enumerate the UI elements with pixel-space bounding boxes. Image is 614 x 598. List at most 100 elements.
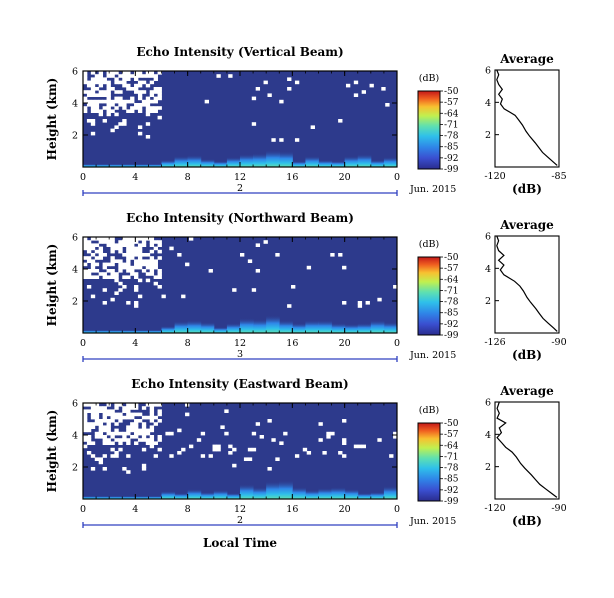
heatmap-gap-cell — [98, 431, 104, 436]
heatmap-gap-cell — [275, 253, 280, 257]
date-label: Jun. 2015 — [409, 184, 456, 195]
average-title: Average — [499, 52, 554, 66]
heatmap-gap-cell — [149, 256, 155, 260]
heatmap-gap-cell — [137, 262, 143, 267]
heatmap-gap-cell — [122, 240, 127, 244]
heatmap-gap-cell — [114, 451, 119, 455]
colorbar-tick-label: -92 — [444, 486, 459, 496]
heatmap-gap-cell — [122, 275, 127, 279]
heatmap-gap-cell — [149, 106, 155, 110]
heatmap-gap-cell — [98, 460, 104, 465]
heatmap-gap-cell — [247, 457, 253, 461]
heatmap-gap-cell — [157, 412, 162, 417]
heatmap-gap-cell — [98, 90, 104, 94]
heatmap-gap-cell — [126, 265, 131, 270]
heatmap-gap-cell — [149, 269, 155, 273]
date-label: Jun. 2015 — [409, 516, 456, 527]
heatmap-gap-cell — [90, 87, 96, 91]
heatmap-gap-cell — [118, 259, 123, 263]
heatmap-gap-cell — [118, 281, 123, 286]
heatmap-gap-cell — [137, 428, 143, 433]
heatmap-band-cell — [383, 322, 398, 333]
average-y-tick-label: 6 — [485, 66, 491, 77]
heatmap-gap-cell — [122, 71, 127, 75]
heatmap-gap-cell — [130, 109, 135, 113]
heatmap-gap-cell — [83, 240, 88, 244]
heatmap-gap-cell — [153, 96, 158, 101]
average-x-tick-label: -120 — [484, 503, 505, 514]
heatmap-gap-cell — [90, 406, 96, 410]
heatmap-gap-cell — [294, 454, 300, 458]
heatmap-gap-cell — [110, 237, 115, 241]
heatmap-gap-cell — [98, 237, 104, 241]
x-tick-label: 0 — [394, 338, 400, 349]
average-y-tick-label: 2 — [485, 296, 491, 307]
heatmap-gap-cell — [318, 422, 323, 426]
heatmap-gap-cell — [177, 253, 182, 257]
heatmap-gap-cell — [134, 71, 139, 75]
colorbar — [417, 256, 441, 336]
heatmap-gap-cell — [145, 83, 151, 88]
heatmap-gap-cell — [255, 269, 261, 273]
heatmap-gap-cell — [149, 262, 155, 267]
x-tick-label: 12 — [234, 172, 246, 183]
heatmap-gap-cell — [98, 272, 104, 276]
heatmap-gap-cell — [122, 438, 127, 442]
heatmap-gap-cell — [377, 297, 382, 302]
heatmap-gap-cell — [157, 269, 162, 273]
heatmap-gap-cell — [86, 243, 92, 247]
heatmap-band-cell — [383, 157, 398, 167]
heatmap-gap-cell — [114, 422, 119, 426]
heatmap-gap-cell — [102, 412, 107, 417]
heatmap-gap-cell — [153, 262, 158, 267]
heatmap-gap-cell — [271, 138, 276, 142]
heatmap-band-cell — [187, 155, 202, 167]
heatmap-gap-cell — [185, 262, 190, 267]
heatmap-gap-cell — [83, 90, 88, 94]
heatmap-gap-cell — [149, 415, 155, 420]
heatmap-gap-cell — [271, 438, 276, 442]
colorbar-tick-label: -85 — [444, 475, 459, 485]
heatmap-gap-cell — [134, 441, 139, 445]
heatmap-band-cell — [253, 153, 267, 167]
heatmap-gap-cell — [98, 77, 104, 81]
x-tick-label: 12 — [234, 338, 246, 349]
heatmap-gap-cell — [94, 106, 100, 110]
heatmap-gap-cell — [118, 438, 123, 442]
heatmap-gap-cell — [118, 249, 123, 254]
average-x-tick-label: -85 — [551, 171, 566, 182]
heatmap-gap-cell — [134, 285, 139, 289]
heatmap-gap-cell — [90, 83, 96, 88]
heatmap-gap-cell — [106, 90, 111, 94]
heatmap-gap-cell — [110, 297, 115, 302]
heatmap-gap-cell — [141, 253, 147, 257]
heatmap-band-cell — [122, 496, 136, 499]
heatmap-gap-cell — [255, 87, 261, 91]
heatmap-band-cell — [213, 161, 228, 167]
heatmap-gap-cell — [240, 253, 245, 257]
heatmap-gap-cell — [393, 431, 398, 436]
colorbar-unit: (dB) — [419, 239, 439, 250]
heatmap-gap-cell — [90, 246, 96, 251]
heatmap-gap-cell — [291, 285, 296, 289]
heatmap-gap-cell — [134, 74, 139, 78]
heatmap-gap-cell — [90, 415, 96, 420]
heatmap-band-cell — [135, 496, 149, 499]
heatmap-gap-cell — [389, 454, 394, 458]
heatmap-gap-cell — [114, 272, 119, 276]
heatmap-gap-cell — [83, 412, 88, 417]
average-x-axis-label: (dB) — [512, 348, 542, 362]
x-tick-label: 0 — [394, 504, 400, 515]
heatmap-gap-cell — [83, 109, 88, 113]
x-tick-label: 0 — [80, 172, 86, 183]
heatmap-band-cell — [266, 315, 280, 333]
heatmap-band-cell — [109, 164, 123, 167]
panel-1: Echo Intensity (Vertical Beam) 0 4 8 12 16 20 0… — [45, 45, 567, 196]
heatmap-gap-cell — [338, 253, 343, 257]
heatmap-gap-cell — [98, 428, 104, 433]
average-frame — [494, 235, 560, 334]
heatmap-gap-cell — [114, 99, 119, 104]
heatmap-gap-cell — [102, 415, 107, 420]
heatmap-gap-cell — [287, 87, 292, 91]
y-axis-label: Height (km) — [45, 244, 59, 327]
